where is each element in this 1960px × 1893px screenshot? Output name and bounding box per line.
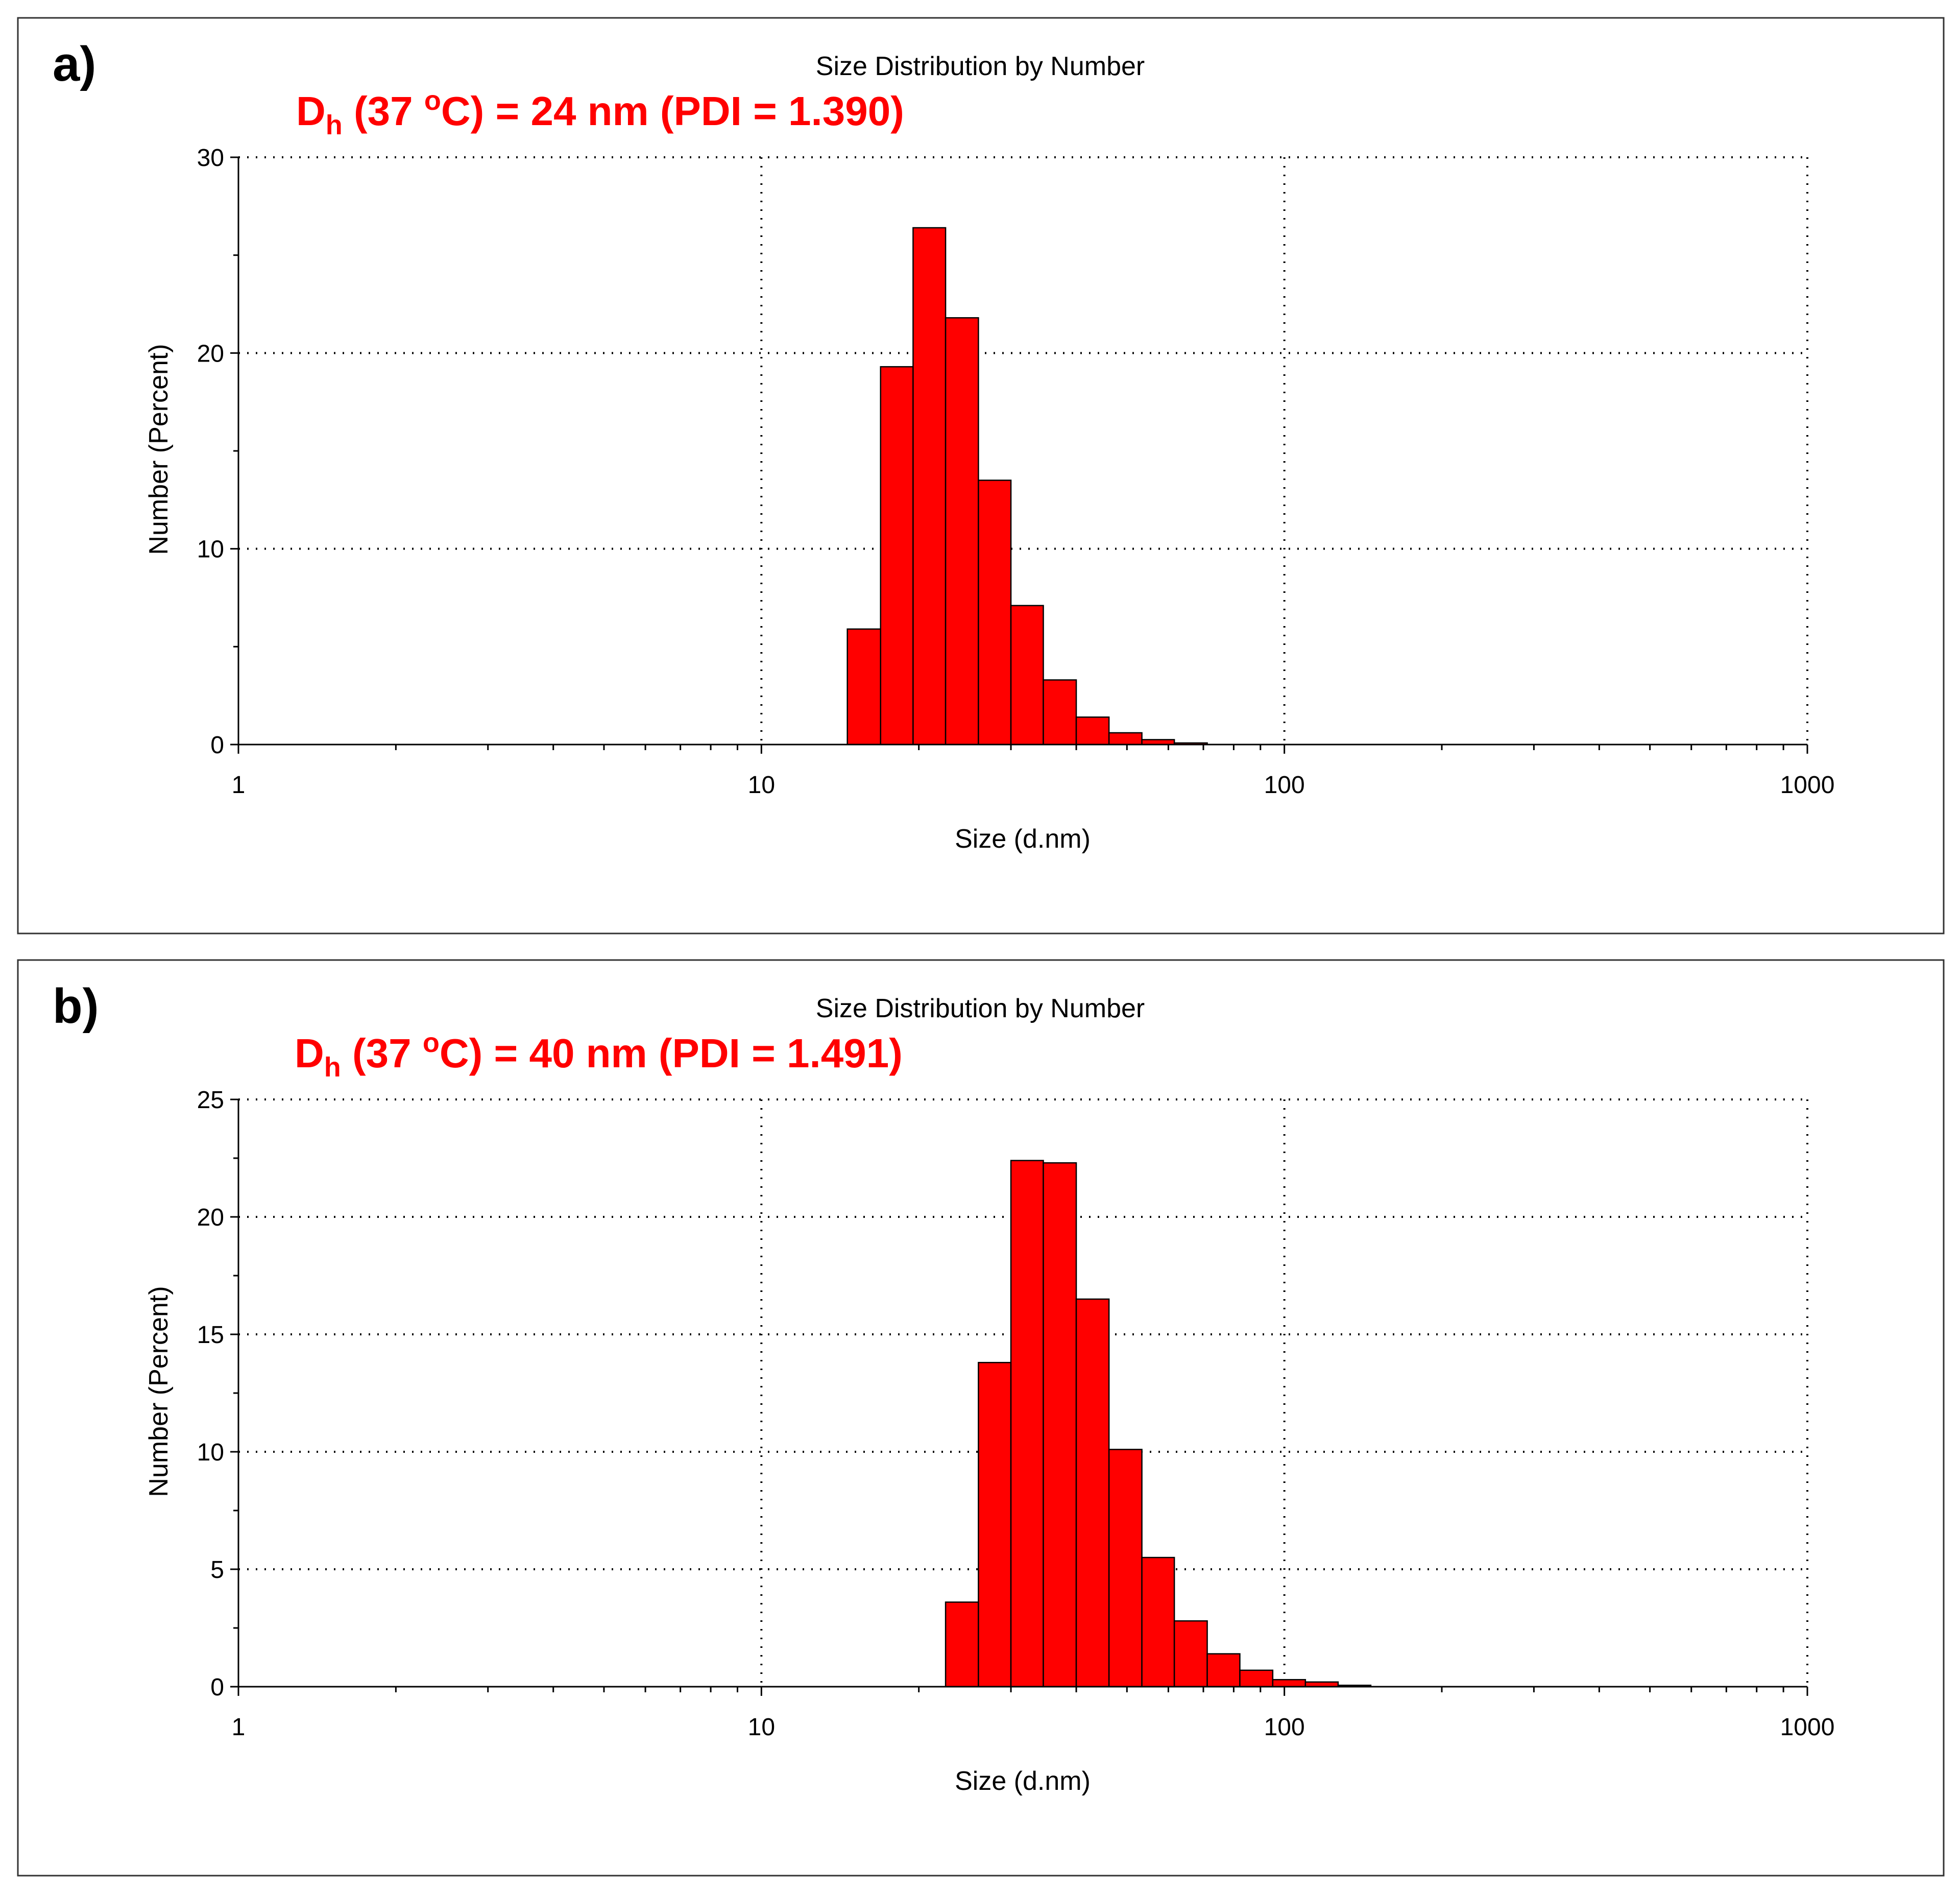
annotation-rest: C) = 24 nm (PDI = 1.390): [441, 88, 904, 134]
panel-a-axes: [230, 156, 1808, 754]
y-tick-label: 30: [197, 145, 224, 172]
y-tick-label: 10: [197, 536, 224, 563]
panel-b: b) Size Distribution by Number Dh (37 oC…: [17, 959, 1945, 1877]
panel-b-xtick-labels: 1 10 100 1000: [232, 1714, 1835, 1741]
histogram-bar: [1010, 1160, 1044, 1688]
panel-a-label: a): [53, 37, 96, 91]
annotation-subscript: h: [326, 110, 343, 140]
panel-a-xtick-labels: 1 10 100 1000: [232, 772, 1835, 799]
annotation-subscript: h: [324, 1052, 341, 1083]
histogram-bar: [1141, 1556, 1175, 1688]
panel-a-frame: [17, 17, 1945, 934]
panel-a-annotation: Dh (37 oC) = 24 nm (PDI = 1.390): [296, 85, 904, 140]
panel-b-title: Size Distribution by Number: [816, 994, 1145, 1023]
panel-b-ytick-labels: 0 5 10 15 20 25: [197, 1087, 224, 1701]
panel-b-annotation: Dh (37 oC) = 40 nm (PDI = 1.491): [295, 1027, 903, 1083]
x-tick-label: 1000: [1780, 772, 1835, 799]
histogram-bar: [880, 366, 914, 746]
annotation-superscript: o: [423, 1027, 440, 1058]
y-tick-label: 5: [210, 1556, 224, 1584]
x-tick-label: 1000: [1780, 1714, 1835, 1741]
x-tick-label: 1: [232, 1714, 246, 1741]
panel-a-title: Size Distribution by Number: [816, 52, 1145, 81]
histogram-bar: [945, 317, 979, 746]
histogram-bar: [945, 1601, 979, 1688]
x-tick-label: 100: [1264, 772, 1305, 799]
histogram-bar: [1108, 1449, 1143, 1688]
panel-b-grid: [238, 1098, 1808, 1687]
histogram-bar: [1075, 716, 1110, 746]
panel-a-grid: [238, 156, 1808, 745]
panel-a-x-axis-label: Size (d.nm): [955, 824, 1091, 854]
annotation-superscript: o: [424, 85, 441, 116]
histogram-bar: [846, 628, 882, 746]
panel-b-x-axis-label: Size (d.nm): [955, 1766, 1091, 1796]
histogram-bar: [1010, 605, 1044, 746]
histogram-bar: [1108, 732, 1143, 746]
histogram-bar: [1272, 1679, 1306, 1688]
x-tick-label: 10: [748, 772, 775, 799]
y-tick-label: 20: [197, 1204, 224, 1231]
panel-b-bars: [945, 1160, 1372, 1688]
y-tick-label: 20: [197, 340, 224, 367]
annotation-rest: C) = 40 nm (PDI = 1.491): [440, 1031, 903, 1076]
x-tick-label: 10: [748, 1714, 775, 1741]
histogram-bar: [912, 227, 947, 746]
panel-a: a) Size Distribution by Number Dh (37 oC…: [17, 17, 1945, 934]
histogram-bar: [1043, 679, 1077, 746]
x-tick-label: 100: [1264, 1714, 1305, 1741]
y-tick-label: 10: [197, 1439, 224, 1466]
histogram-bar: [978, 480, 1012, 746]
histogram-bar: [1075, 1298, 1110, 1688]
annotation-prefix: D: [295, 1031, 324, 1076]
x-tick-label: 1: [232, 772, 246, 799]
panel-a-ytick-labels: 0 10 20 30: [197, 145, 224, 759]
panel-b-axes: [230, 1098, 1808, 1696]
y-tick-label: 0: [210, 732, 224, 759]
panel-a-y-axis-label: Number (Percent): [144, 344, 174, 555]
y-tick-label: 15: [197, 1322, 224, 1349]
histogram-bar: [1043, 1162, 1077, 1688]
histogram-bar: [1173, 1620, 1208, 1688]
annotation-open: (37: [343, 88, 424, 134]
panel-b-label: b): [53, 979, 99, 1034]
annotation-prefix: D: [296, 88, 326, 134]
y-tick-label: 25: [197, 1087, 224, 1114]
y-tick-label: 0: [210, 1674, 224, 1701]
annotation-open: (37: [341, 1031, 423, 1076]
panel-b-y-axis-label: Number (Percent): [144, 1286, 174, 1497]
histogram-bar: [1206, 1653, 1241, 1688]
histogram-bar: [978, 1361, 1012, 1688]
histogram-bar: [1239, 1669, 1274, 1688]
